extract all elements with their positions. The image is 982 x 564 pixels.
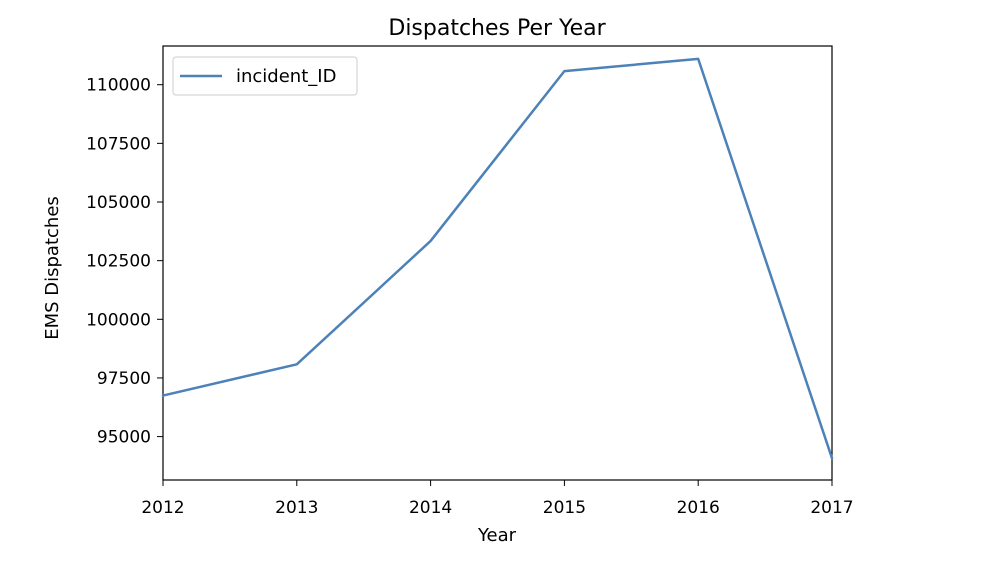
y-tick-label: 97500 (97, 369, 151, 389)
y-tick-label: 95000 (97, 428, 151, 448)
legend-label-incident-id: incident_ID (236, 66, 336, 87)
x-tick-label: 2015 (543, 498, 586, 518)
y-tick-label: 100000 (86, 310, 151, 330)
y-tick-label: 102500 (86, 252, 151, 272)
series-line-incident-id (161, 57, 834, 460)
y-axis-ticks: 95000 97500 100000 102500 105000 107500 110000 (86, 76, 163, 448)
y-tick-label: 107500 (86, 134, 151, 154)
series-layer (161, 57, 834, 460)
x-tick-label: 2016 (677, 498, 720, 518)
x-tick-label: 2017 (810, 498, 853, 518)
legend-box (172, 56, 358, 96)
x-tick-label: 2014 (409, 498, 452, 518)
plot-frame (162, 45, 833, 481)
x-tick-label: 2012 (141, 498, 184, 518)
chart-title: Dispatches Per Year (388, 16, 606, 41)
plot-area (162, 45, 833, 481)
x-axis-label: Year (477, 525, 517, 546)
x-axis-ticks: 2012 2013 2014 2015 2016 2017 (141, 480, 854, 518)
x-tick-label: 2013 (275, 498, 318, 518)
y-tick-label: 105000 (86, 193, 151, 213)
legend: incident_ID (172, 56, 358, 96)
y-axis-label: EMS Dispatches (42, 196, 63, 340)
y-tick-label: 110000 (86, 76, 151, 96)
